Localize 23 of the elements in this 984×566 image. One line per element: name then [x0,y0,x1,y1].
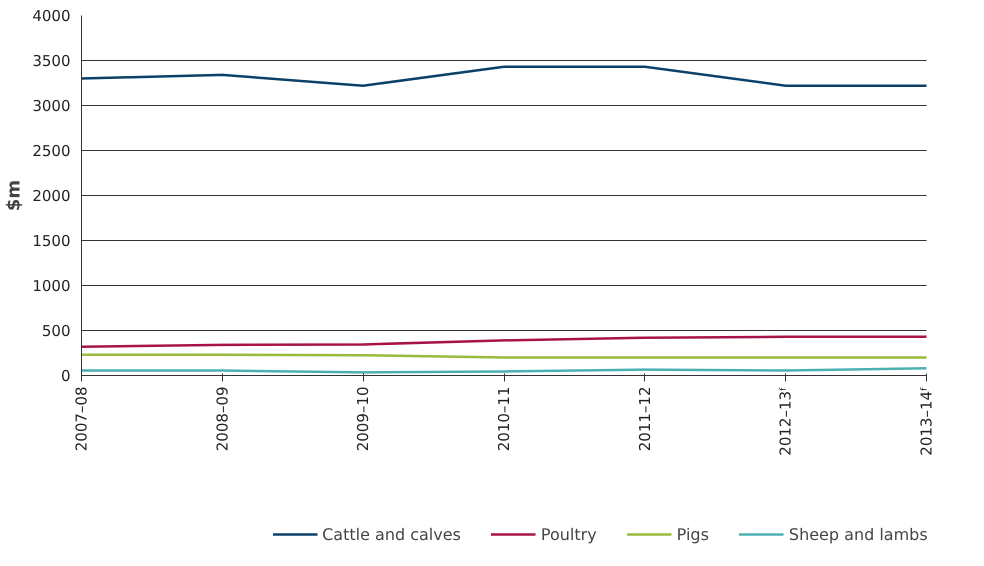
y-tick-label: 1000 [32,277,71,295]
y-tick-label: 3500 [32,52,71,70]
legend-label: Pigs [676,524,709,544]
y-tick-label: 3000 [32,97,71,115]
legend-label: Sheep and lambs [788,524,928,544]
x-tick-label: 2008–09 [213,386,232,452]
x-tick-label: 2011–12 [636,386,654,452]
y-tick-label: 1500 [32,232,71,250]
y-tick-label: 4000 [32,7,71,25]
y-tick-label: 0 [60,367,71,385]
x-tick-label: 2009–10 [354,386,372,452]
line-series [82,66,926,87]
legend-label: Cattle and calves [322,524,461,544]
x-tick-label: 2012–13ᶠ [776,386,795,456]
x-tick-label: 2013–14ᶠ [918,386,936,456]
line-series [82,336,926,348]
y-tick-label: 2500 [32,142,71,160]
legend-label: Poultry [540,524,597,544]
y-axis-title: $m [3,180,24,212]
x-tick-label: 2010–11 [495,386,513,452]
x-tick-label: 2007–08 [72,386,90,452]
y-tick-label: 2000 [32,187,71,205]
y-tick-label: 500 [42,322,71,340]
